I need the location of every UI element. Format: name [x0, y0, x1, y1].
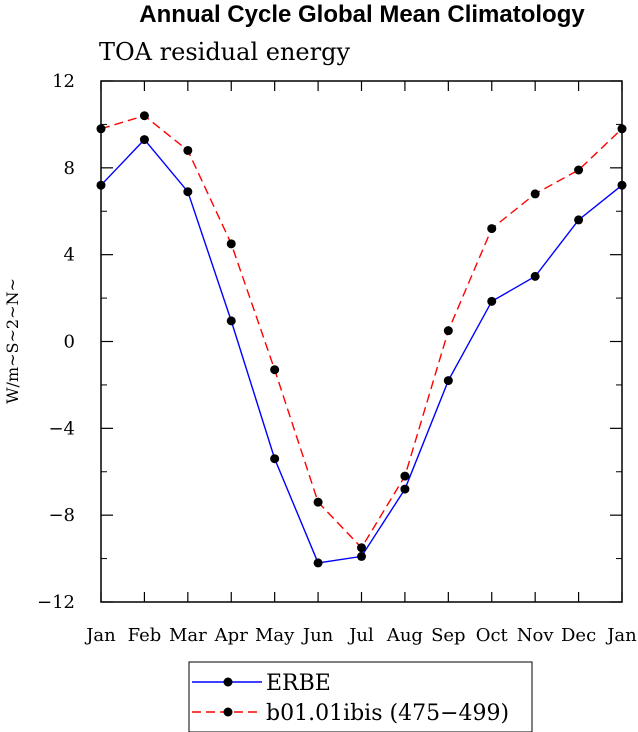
data-point: [357, 551, 366, 561]
data-point: [530, 271, 540, 281]
data-point: [226, 239, 236, 249]
y-tick-label: 12: [52, 71, 75, 92]
x-tick-label: Dec: [561, 625, 596, 646]
legend-box: [188, 661, 533, 732]
y-tick-label: 0: [64, 332, 75, 353]
data-point: [270, 365, 280, 375]
data-point: [530, 189, 540, 199]
series-line: [100, 138, 623, 564]
data-point: [487, 296, 497, 306]
x-tick-label: Mar: [169, 625, 207, 646]
chart-title: Annual Cycle Global Mean Climatology: [139, 1, 585, 28]
series-layer: [96, 111, 627, 568]
x-tick-label: Jan: [84, 625, 116, 646]
legend-label: ERBE: [266, 671, 331, 696]
x-tick-label: Jan: [605, 625, 637, 646]
series-2: [96, 111, 627, 553]
data-point: [313, 497, 323, 507]
y-axis-label: W/m~S~2~N~: [3, 278, 22, 404]
data-point: [443, 376, 453, 386]
y-axis: −12 −8 −4 0 4 8 12: [37, 71, 622, 613]
data-point: [183, 145, 193, 155]
x-tick-label: Nov: [517, 625, 555, 646]
x-tick-label: Feb: [128, 625, 162, 646]
data-point: [139, 135, 149, 145]
y-tick-label: 8: [64, 158, 75, 179]
data-point: [270, 454, 280, 464]
x-tick-label: Jul: [347, 625, 374, 646]
x-axis: Jan Feb Mar Apr May Jun Jul Aug Sep Oct Nov Dec Jan: [84, 81, 637, 646]
data-point: [574, 215, 584, 225]
legend-marker: [223, 677, 233, 687]
legend-item: b01.01ibis (475−499): [192, 701, 509, 726]
legend-label: b01.01ibis (475−499): [266, 701, 509, 726]
x-tick-label: Apr: [214, 625, 249, 646]
data-point: [96, 180, 106, 190]
y-tick-label: 4: [64, 245, 75, 266]
data-point: [400, 471, 410, 481]
x-tick-label: May: [255, 625, 295, 646]
x-tick-label: Aug: [386, 625, 423, 646]
chart-subtitle: TOA residual energy: [99, 38, 350, 66]
data-point: [183, 187, 193, 197]
x-tick-label: Sep: [431, 625, 466, 646]
legend: ERBE b01.01ibis (475−499): [188, 661, 533, 732]
y-tick-label: −12: [37, 592, 75, 613]
data-point: [617, 124, 627, 134]
y-tick-label: −4: [48, 418, 75, 439]
data-point: [400, 484, 410, 494]
data-point: [139, 111, 149, 121]
data-point: [96, 124, 106, 134]
data-point: [487, 224, 497, 234]
data-point: [443, 326, 453, 336]
data-point: [617, 180, 627, 190]
series-1: [96, 135, 627, 568]
data-point: [313, 558, 323, 568]
x-tick-label: Jun: [301, 625, 334, 646]
legend-item: ERBE: [192, 671, 331, 696]
data-point: [226, 316, 236, 326]
plot-frame: [100, 80, 623, 603]
legend-marker: [223, 707, 233, 717]
x-tick-label: Oct: [476, 625, 509, 646]
data-point: [357, 543, 366, 553]
data-point: [574, 165, 584, 175]
y-tick-label: −8: [48, 505, 75, 526]
